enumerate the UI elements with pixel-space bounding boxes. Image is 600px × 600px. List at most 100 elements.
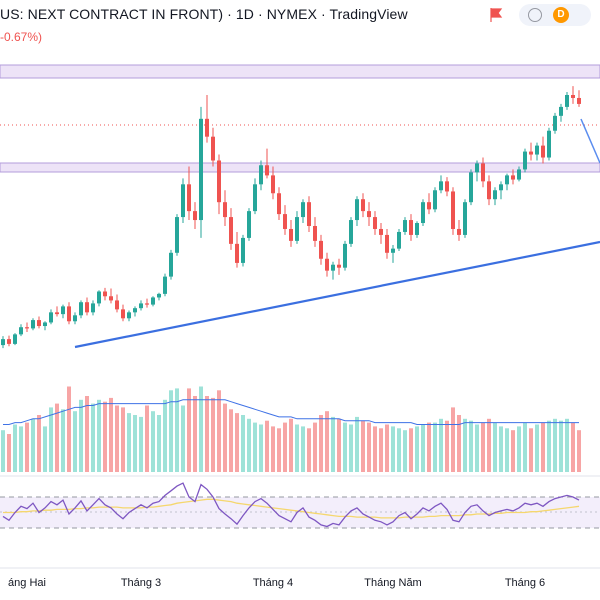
volume-bar: [361, 420, 365, 472]
volume-bar: [235, 413, 239, 472]
volume-moving-average: [3, 399, 579, 425]
volume-bar: [157, 415, 161, 472]
candle-body: [517, 169, 521, 180]
candle-body: [265, 165, 269, 176]
volume-bar: [151, 411, 155, 472]
candle-body: [571, 95, 575, 98]
volume-bar: [481, 422, 485, 472]
volume-bar: [433, 422, 437, 472]
candle-body: [565, 95, 569, 107]
candle-body: [499, 184, 503, 191]
candle-body: [109, 296, 113, 301]
candle-body: [133, 308, 137, 313]
candle-body: [505, 175, 509, 185]
volume-bar: [175, 388, 179, 472]
candle-body: [547, 130, 551, 158]
symbol-name: US: NEXT CONTRACT IN FRONT): [0, 6, 224, 22]
volume-bar: [493, 422, 497, 472]
price-change-percent: -0.67%): [0, 30, 43, 44]
candle-body: [187, 184, 191, 212]
volume-bar: [457, 415, 461, 472]
volume-bar: [139, 416, 143, 472]
candle-body: [577, 97, 581, 104]
candle-body: [325, 258, 329, 271]
volume-bar: [259, 424, 263, 472]
volume-bar: [115, 405, 119, 472]
volume-bar: [373, 426, 377, 472]
symbol-title[interactable]: US: NEXT CONTRACT IN FRONT) · 1D · NYMEX…: [0, 6, 408, 22]
projection-trendline[interactable]: [580, 118, 600, 164]
volume-bar: [463, 418, 467, 472]
candle-body: [61, 306, 65, 315]
volume-bar: [541, 422, 545, 472]
candle-body: [367, 211, 371, 218]
volume-bar: [145, 405, 149, 472]
volume-bar: [385, 424, 389, 472]
volume-bar: [25, 422, 29, 472]
candle-body: [205, 118, 209, 137]
candle-body: [157, 293, 161, 298]
volume-bar: [571, 422, 575, 472]
candlestick-series: [1, 86, 581, 349]
candle-body: [271, 175, 275, 194]
candle-body: [451, 191, 455, 229]
exchange-label: NYMEX: [266, 6, 318, 22]
flag-icon[interactable]: [487, 6, 505, 24]
volume-bar: [283, 422, 287, 472]
volume-bar: [223, 403, 227, 472]
candle-body: [277, 193, 281, 215]
candle-body: [481, 163, 485, 182]
candle-body: [475, 163, 479, 173]
candle-body: [247, 211, 251, 238]
volume-bar: [355, 416, 359, 472]
volume-bar: [271, 426, 275, 472]
candle-body: [313, 226, 317, 241]
volume-bar: [319, 415, 323, 472]
volume-bar: [409, 428, 413, 472]
volume-bar: [31, 418, 35, 472]
candle-body: [1, 339, 5, 346]
candle-body: [235, 243, 239, 263]
volume-bar: [133, 415, 137, 472]
volume-bar: [565, 418, 569, 472]
volume-bar: [79, 399, 83, 472]
candle-body: [151, 297, 155, 305]
volume-bar: [517, 426, 521, 472]
candle-body: [85, 302, 89, 313]
candle-body: [127, 312, 131, 319]
candle-body: [217, 160, 221, 203]
volume-bar: [193, 396, 197, 472]
volume-bar: [397, 428, 401, 472]
candle-body: [445, 181, 449, 192]
candle-body: [427, 202, 431, 210]
volume-bar: [277, 428, 281, 472]
volume-bar: [211, 397, 215, 472]
candle-body: [319, 240, 323, 259]
candle-body: [67, 306, 71, 322]
volume-bar: [61, 409, 65, 472]
candle-body: [295, 217, 299, 241]
candle-body: [433, 190, 437, 210]
candle-body: [13, 334, 17, 344]
source-label: TradingView: [329, 6, 408, 22]
volume-bar: [7, 434, 11, 472]
rsi-moving-average: [3, 498, 580, 519]
candle-body: [439, 181, 443, 191]
candle-body: [379, 228, 383, 235]
volume-bar: [295, 424, 299, 472]
volume-bar: [49, 407, 53, 472]
ascending-trendline[interactable]: [74, 240, 600, 349]
candle-body: [523, 151, 527, 170]
volume-bar: [379, 428, 383, 472]
candle-body: [397, 231, 401, 249]
candle-body: [361, 199, 365, 212]
volume-bar: [265, 420, 269, 472]
volume-bar: [97, 399, 101, 472]
candle-body: [7, 339, 11, 344]
volume-bar: [487, 418, 491, 472]
volume-bar: [241, 415, 245, 472]
volume-bar: [19, 426, 23, 472]
candle-body: [421, 202, 425, 224]
volume-bar: [67, 386, 71, 472]
